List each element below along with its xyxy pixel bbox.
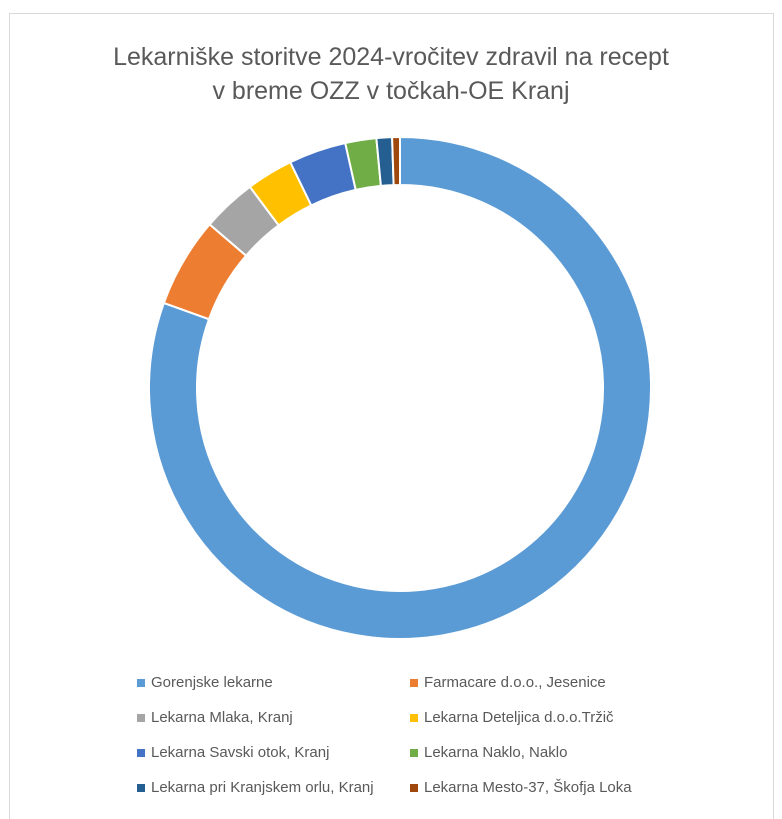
legend-swatch [410, 748, 418, 757]
legend-label: Lekarna Mesto-37, Škofja Loka [424, 779, 632, 796]
legend-item: Gorenjske lekarne [137, 674, 273, 691]
donut-slice-7 [391, 135, 401, 187]
legend-label: Farmacare d.o.o., Jesenice [424, 674, 606, 691]
legend-item: Lekarna Deteljica d.o.o.Tržič [410, 709, 614, 726]
legend-label: Gorenjske lekarne [151, 674, 273, 691]
chart-title-line-1: Lekarniške storitve 2024-vročitev zdravi… [113, 43, 669, 71]
legend-item: Lekarna Savski otok, Kranj [137, 744, 329, 761]
legend-item: Lekarna Naklo, Naklo [410, 744, 567, 761]
legend-label: Lekarna Savski otok, Kranj [151, 744, 330, 761]
legend-item: Lekarna Mlaka, Kranj [137, 709, 293, 726]
legend-swatch [410, 783, 418, 792]
legend-label: Lekarna Deteljica d.o.o.Tržič [424, 709, 614, 726]
legend-item: Lekarna Mesto-37, Škofja Loka [410, 779, 632, 796]
legend-swatch [137, 713, 145, 722]
legend-label: Lekarna Naklo, Naklo [424, 744, 568, 761]
legend-label: Lekarna Mlaka, Kranj [151, 709, 293, 726]
legend-item: Lekarna pri Kranjskem orlu, Kranj [137, 779, 374, 796]
chart-title-line-2: v breme OZZ v točkah-OE Kranj [212, 77, 570, 105]
chart-title: Lekarniške storitve 2024-vročitev zdravi… [0, 40, 782, 108]
legend-item: Farmacare d.o.o., Jesenice [410, 674, 606, 691]
legend-swatch [137, 678, 145, 687]
donut-slice-0 [148, 135, 652, 640]
legend-swatch [410, 678, 418, 687]
legend-label: Lekarna pri Kranjskem orlu, Kranj [151, 779, 374, 796]
legend-swatch [137, 748, 145, 757]
legend-swatch [410, 713, 418, 722]
legend-swatch [137, 783, 145, 792]
